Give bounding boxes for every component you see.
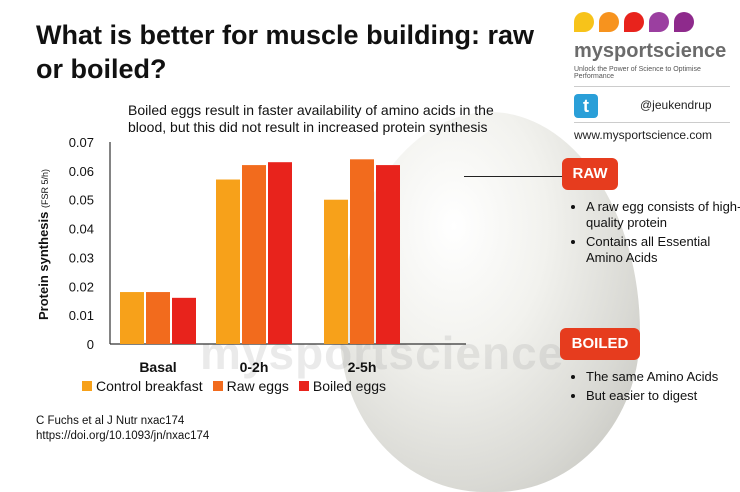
bar-basal-1 [146,292,170,344]
y-axis-title: Protein synthesis (FSR 5/h) [36,169,51,320]
bar-chart: Protein synthesis (FSR 5/h) 0 0.01 0.02 0.0… [36,135,466,375]
y-axis-title-text: Protein synthesis [36,208,51,320]
legend-label-boiled: Boiled eggs [312,378,387,394]
divider-top [574,86,730,87]
bar-2-5h-0 [324,199,348,344]
y-tick-label: 0.07 [69,135,94,150]
twitter-icon[interactable]: t [574,94,598,118]
chart-legend: Control breakfast Raw eggs Boiled eggs [82,378,386,394]
reference-citation: C Fuchs et al J Nutr nxac174 https://doi… [36,414,209,444]
boiled-bullet: But easier to digest [586,388,740,404]
brand-tagline: Unlock the Power of Science to Optimise … [574,66,701,80]
twitter-handle[interactable]: @jeukendrup [640,98,712,112]
raw-callout-line [464,176,562,177]
y-tick-label: 0.04 [69,222,94,237]
logo-dot-red [624,12,644,32]
legend-label-raw: Raw eggs [226,378,289,394]
logo-dot-orange [599,12,619,32]
bar-basal-2 [172,297,196,344]
x-tick-label: Basal [139,359,176,375]
bar-2-5h-2 [376,165,400,344]
bar-0-2h-2 [268,162,292,344]
legend-swatch-raw [212,381,223,391]
logo-dot-yellow [574,12,594,32]
raw-bullet: A raw egg consists of high-quality prote… [586,199,740,231]
brand-logo-icon [574,12,694,32]
legend-item-control: Control breakfast [82,378,203,394]
x-tick-label: 2-5h [348,359,377,375]
boiled-bullet: The same Amino Acids [586,369,740,385]
boiled-badge: BOILED [560,328,640,360]
bar-2-5h-1 [350,159,374,344]
legend-label-control: Control breakfast [96,378,203,394]
y-tick-label: 0.06 [69,164,94,179]
legend-item-boiled: Boiled eggs [298,378,387,394]
reference-line-1: C Fuchs et al J Nutr nxac174 [36,415,185,427]
y-axis-label: Protein synthesis (FSR 5/h) [36,169,51,320]
page-title: What is better for muscle building: raw … [36,20,535,84]
y-tick-label: 0.01 [69,308,94,323]
y-tick-label: 0 [87,337,94,352]
raw-badge: RAW [562,158,618,190]
bar-0-2h-0 [216,179,240,344]
legend-swatch-boiled [298,381,309,391]
website-link[interactable]: www.mysportscience.com [574,128,713,142]
legend-item-raw: Raw eggs [212,378,289,394]
brand-name: mysportscience [574,40,727,62]
x-tick-label: 0-2h [240,359,269,375]
logo-dot-purple [649,12,669,32]
logo-dot-violet [674,12,694,32]
y-tick-label: 0.02 [69,279,94,294]
bar-0-2h-1 [242,165,266,344]
chart-annotation: Boiled eggs result in faster availabilit… [128,102,494,135]
raw-bullet: Contains all Essential Amino Acids [586,234,740,266]
divider-bottom [574,122,730,123]
legend-swatch-control [82,381,92,391]
y-axis-unit: (FSR 5/h) [40,169,50,208]
bar-basal-0 [120,292,144,344]
raw-bullets: A raw egg consists of high-quality prote… [568,199,740,269]
y-tick-label: 0.03 [69,250,94,265]
reference-doi-link[interactable]: https://doi.org/10.1093/jn/nxac174 [36,430,210,442]
y-tick-label: 0.05 [69,193,94,208]
boiled-bullets: The same Amino Acids But easier to diges… [568,369,740,407]
